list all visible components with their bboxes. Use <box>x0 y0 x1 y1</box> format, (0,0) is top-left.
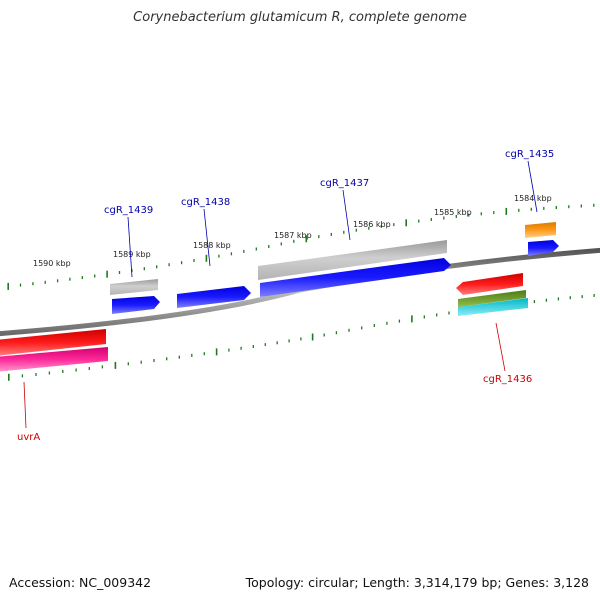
gene-cgR_1439-cds[interactable] <box>110 279 158 295</box>
map-title: Corynebacterium glutamicum R, complete g… <box>133 10 467 25</box>
gene-cgR_1438-feature[interactable] <box>177 286 251 308</box>
gene-label-cgR_1438[interactable]: cgR_1438 <box>181 197 230 208</box>
tick-label-1586: 1586 kbp <box>353 220 391 229</box>
connector-cgR_1439 <box>127 216 133 278</box>
gene-cgR_1435-feature[interactable] <box>528 240 559 256</box>
connector-uvrA <box>23 381 27 429</box>
connector-cgR_1437 <box>342 189 351 241</box>
gene-cgR_1435-cds[interactable] <box>525 222 556 238</box>
gene-cgR_1436-rna[interactable] <box>458 298 528 316</box>
gene-cgR_1439-feature[interactable] <box>112 296 160 314</box>
gene-label-cgR_1437[interactable]: cgR_1437 <box>320 178 369 189</box>
tick-label-1590: 1590 kbp <box>33 259 71 268</box>
gene-cgR_1436-cds[interactable] <box>456 273 523 295</box>
gene-label-cgR_1439[interactable]: cgR_1439 <box>104 205 153 216</box>
tick-label-1588: 1588 kbp <box>193 241 231 250</box>
gene-uvrA-feature[interactable] <box>0 347 108 372</box>
gene-cgR_1437-cds[interactable] <box>258 240 447 280</box>
tick-label-1585: 1585 kbp <box>434 208 472 217</box>
gene-label-cgR_1436[interactable]: cgR_1436 <box>483 374 532 385</box>
gene-label-uvrA[interactable]: uvrA <box>17 432 40 443</box>
gene-cgR_1436-feature[interactable] <box>458 290 526 307</box>
tick-label-1587: 1587 kbp <box>274 231 312 240</box>
gene-label-cgR_1435[interactable]: cgR_1435 <box>505 149 554 160</box>
gene-cgR_1437-feature[interactable] <box>260 258 451 297</box>
connector-cgR_1435 <box>527 160 538 213</box>
connector-cgR_1438 <box>203 208 211 267</box>
gene-uvrA-cds[interactable] <box>0 329 106 356</box>
topology-text: Topology: circular; Length: 3,314,179 bp… <box>245 575 589 590</box>
connector-cgR_1436 <box>495 322 506 372</box>
tick-label-1584: 1584 kbp <box>514 194 552 203</box>
tick-label-1589: 1589 kbp <box>113 250 151 259</box>
accession-text: Accession: NC_009342 <box>9 575 152 590</box>
